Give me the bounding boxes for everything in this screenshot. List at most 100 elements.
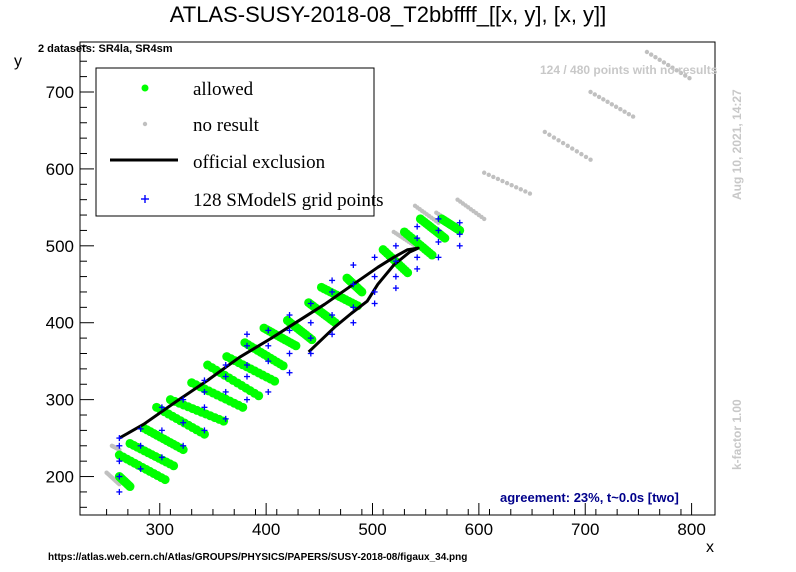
grid-point (265, 388, 272, 395)
grid-point (456, 231, 463, 238)
x-tick-label: 500 (358, 520, 386, 539)
grid-point (180, 419, 187, 426)
allowed-point (160, 475, 170, 485)
plot-frame (79, 41, 716, 516)
grid-point (286, 327, 293, 334)
grid-point (286, 369, 293, 376)
noresult-point (588, 157, 593, 162)
grid-point (329, 312, 336, 319)
grid-point (392, 242, 399, 249)
noresult-point (518, 187, 523, 192)
noresult-point (588, 89, 593, 95)
y-tick-label: 500 (46, 237, 74, 256)
grid-point (371, 254, 378, 261)
noresult-point (560, 140, 566, 146)
noresult-point (622, 109, 627, 114)
allowed-point (403, 268, 413, 278)
x-axis-label: x (706, 539, 714, 556)
allowed-point (254, 391, 264, 401)
noresult-point (556, 138, 561, 143)
grid-point (222, 373, 229, 380)
noresult-point (547, 132, 552, 137)
noresult-point (674, 68, 679, 73)
kfactor-note: k-factor 1.00 (730, 399, 744, 470)
grid-point (329, 288, 336, 295)
grid-point (414, 235, 421, 242)
grid-point (435, 238, 442, 245)
grid-point (392, 273, 399, 280)
grid-point (158, 427, 165, 434)
noresult-point (601, 97, 606, 102)
noresult-point (613, 104, 619, 109)
noresult-point (551, 135, 557, 140)
noresult-point (527, 191, 533, 196)
grid-point (350, 304, 357, 311)
plot-area: 300 400 500 600 700 800 200 300 400 500 600 700 (46, 41, 716, 539)
noresult-point (653, 55, 658, 60)
grid-point (243, 373, 250, 380)
no-result-note: 124 / 480 points with no results (540, 63, 718, 77)
allowed-point (427, 250, 437, 260)
y-tick-label: 700 (46, 83, 74, 102)
allowed-point (291, 341, 301, 351)
grid-point (414, 223, 421, 230)
grid-point (201, 388, 208, 395)
grid-point (456, 242, 463, 249)
noresult-point (523, 189, 528, 194)
noresult-point (570, 146, 575, 151)
grid-point (307, 319, 314, 326)
grid-point (180, 396, 187, 403)
grid-point (116, 442, 123, 449)
grid-point (243, 396, 250, 403)
grid-point (286, 350, 293, 357)
grid-point (435, 215, 442, 222)
grid-point (137, 442, 144, 449)
grid-point (435, 254, 442, 261)
noresult-point (687, 75, 692, 81)
grid-point (137, 465, 144, 472)
grid-point (222, 362, 229, 369)
grid-point (286, 312, 293, 319)
noresult-point (542, 129, 548, 135)
source-url: https://atlas.web.cern.ch/Atlas/GROUPS/P… (48, 552, 467, 563)
noresult-point (574, 149, 580, 154)
grid-point (243, 362, 250, 369)
noresult-point (504, 180, 510, 186)
noresult-point (596, 94, 602, 100)
allowed-point (440, 233, 450, 243)
noresult-point (579, 151, 584, 157)
y-tick-label: 600 (46, 160, 74, 179)
y-tick-label: 400 (46, 314, 74, 333)
allowed-point (238, 402, 248, 412)
grid-point (371, 273, 378, 280)
grid-point (180, 442, 187, 449)
noresult-point (500, 178, 505, 184)
noresult-point (565, 143, 570, 149)
grid-point (201, 404, 208, 411)
noresult-point (592, 92, 598, 97)
x-tick-label: 600 (465, 520, 493, 539)
allowed-point (278, 361, 288, 371)
grid-point (201, 377, 208, 384)
grid-point (137, 425, 144, 432)
noresult-point (486, 172, 491, 178)
grid-point (435, 227, 442, 234)
noresult-point (678, 70, 684, 76)
x-tick-label: 300 (146, 520, 174, 539)
noresult-point (514, 185, 519, 190)
noresult-point (630, 114, 636, 119)
official-exclusion-line (118, 246, 420, 440)
legend-grid-marker (141, 195, 149, 203)
legend-grid-label: 128 SModelS grid points (193, 190, 384, 211)
grid-point (265, 358, 272, 365)
allowed-point (455, 225, 465, 235)
noresult-point (509, 183, 514, 188)
grid-point (222, 415, 229, 422)
legend-allowed-label: allowed (193, 79, 254, 100)
noresult-point (605, 99, 610, 105)
grid-point (201, 427, 208, 434)
noresult-point (683, 73, 688, 78)
noresult-point (648, 52, 654, 57)
grid-point (222, 388, 229, 395)
